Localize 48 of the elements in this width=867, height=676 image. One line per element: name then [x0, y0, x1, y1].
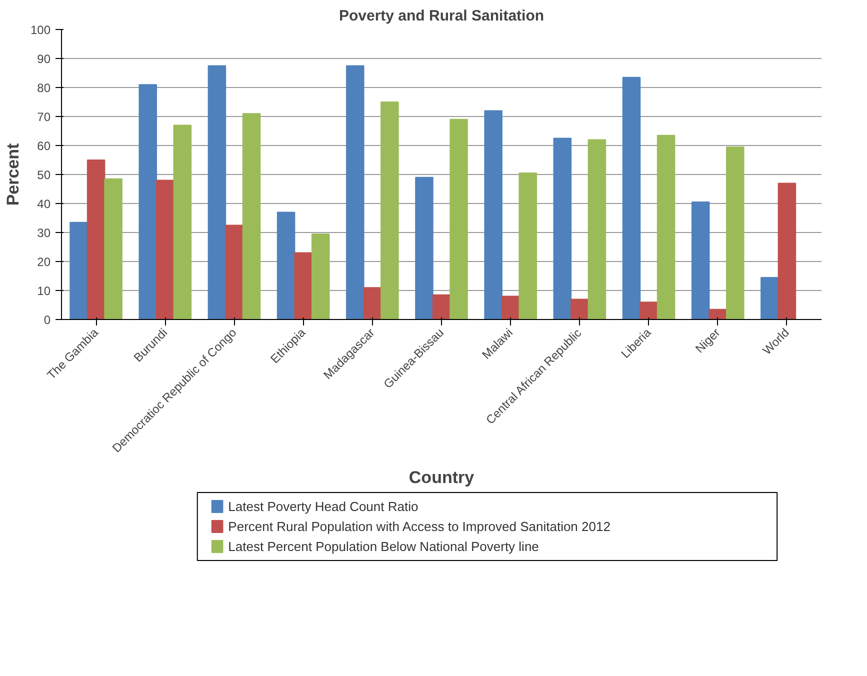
bar — [484, 110, 502, 320]
y-tick-label: 90 — [37, 52, 51, 66]
bar — [778, 182, 796, 320]
bar — [363, 287, 382, 320]
legend-label: Latest Poverty Head Count Ratio — [228, 499, 418, 514]
bar — [346, 65, 364, 320]
y-tick-label: 100 — [30, 23, 51, 37]
bar — [553, 138, 572, 320]
y-tick-label: 80 — [37, 81, 51, 95]
bar — [173, 124, 192, 320]
y-tick-label: 0 — [44, 313, 51, 327]
bar — [276, 212, 296, 320]
bar — [760, 276, 779, 320]
bar — [588, 139, 606, 320]
y-tick-label: 30 — [37, 226, 51, 240]
legend-label: Percent Rural Population with Access to Improved Sanitation 2012 — [228, 519, 610, 534]
y-tick-label: 40 — [37, 197, 51, 211]
y-tick-label: 60 — [37, 139, 51, 153]
bar — [726, 146, 744, 320]
bar — [86, 160, 106, 320]
bar — [640, 302, 658, 320]
bar — [138, 84, 157, 320]
bar — [225, 224, 244, 320]
x-axis-title: Country — [408, 468, 475, 488]
bar — [691, 202, 710, 320]
bar — [570, 298, 589, 320]
bar — [104, 178, 122, 320]
bar — [70, 222, 88, 320]
bar — [208, 65, 226, 320]
y-axis-title: Percent — [3, 142, 22, 206]
bar — [380, 102, 399, 320]
bar — [156, 180, 174, 320]
bar — [242, 113, 261, 320]
bar — [622, 76, 641, 320]
y-tick-label: 50 — [37, 168, 51, 182]
y-tick-label: 70 — [37, 110, 51, 124]
y-tick-label: 10 — [37, 284, 51, 298]
chart-title: Poverty and Rural Sanitation — [338, 8, 544, 24]
legend-label: Latest Percent Population Below National Poverty line — [228, 539, 539, 554]
bar — [501, 296, 520, 320]
y-tick-label: 20 — [37, 255, 51, 269]
bar — [656, 134, 676, 320]
bar — [294, 252, 312, 320]
bar — [450, 118, 468, 320]
bar — [415, 176, 434, 320]
bar — [432, 294, 451, 320]
bar — [518, 172, 537, 320]
bar — [311, 233, 330, 320]
